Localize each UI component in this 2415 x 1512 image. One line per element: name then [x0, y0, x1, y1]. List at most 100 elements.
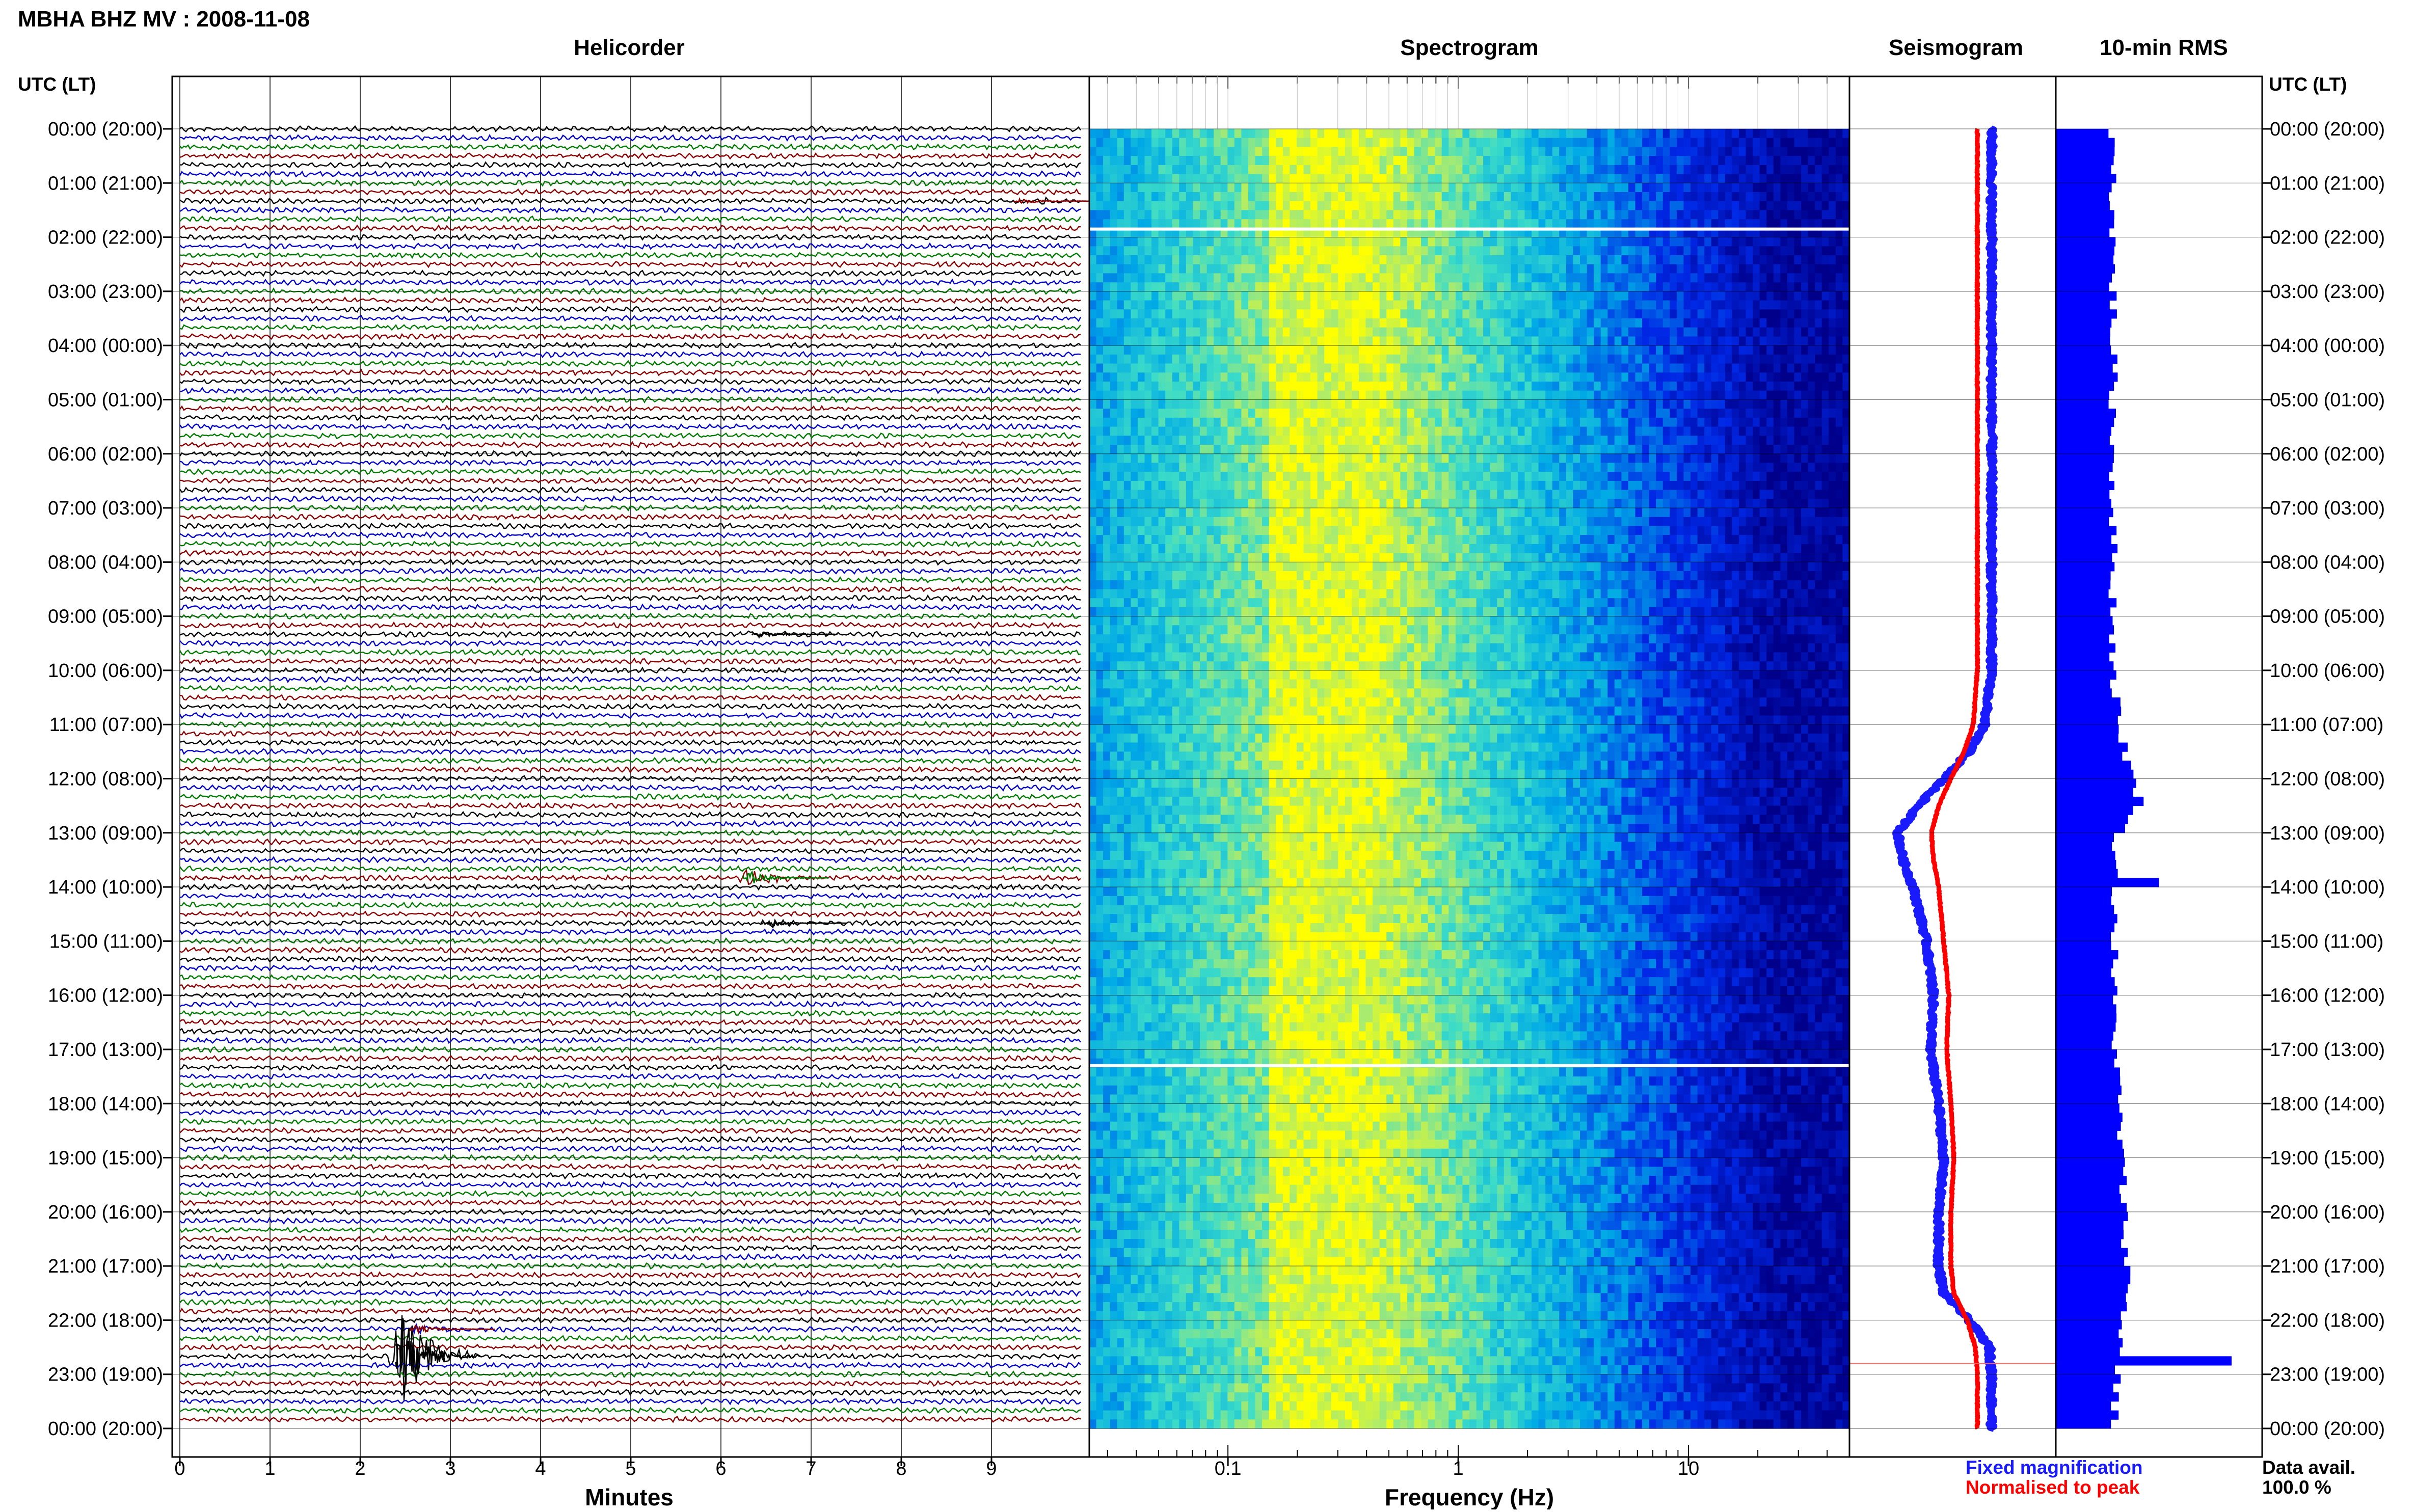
spectrogram-cell: [1241, 1329, 1248, 1338]
spectrogram-cell: [1227, 1032, 1235, 1041]
helicorder-trace: [180, 487, 1081, 493]
spectrogram-cell: [1200, 797, 1207, 806]
spectrogram-cell: [1110, 255, 1117, 264]
spectrogram-cell: [1200, 301, 1207, 310]
spectrogram-cell: [1283, 165, 1290, 174]
spectrogram-cell: [1304, 1167, 1311, 1176]
spectrogram-cell: [1117, 797, 1124, 806]
spectrogram-cell: [1200, 1113, 1207, 1122]
spectrogram-cell: [1227, 301, 1235, 310]
spectrogram-cell: [1214, 1130, 1221, 1140]
spectrogram-cell: [1151, 734, 1159, 743]
spectrogram-cell: [1179, 1113, 1186, 1122]
spectrogram-cell: [1255, 418, 1263, 427]
spectrogram-cell: [1283, 653, 1290, 662]
spectrogram-cell: [1276, 391, 1283, 400]
spectrogram-cell: [1172, 291, 1179, 301]
spectrogram-cell: [1241, 869, 1248, 878]
spectrogram-cell: [1138, 382, 1145, 391]
spectrogram-cell: [1151, 653, 1159, 662]
spectrogram-cell: [1221, 1004, 1228, 1013]
spectrogram-cell: [1304, 1221, 1311, 1230]
spectrogram-cell: [1214, 1320, 1221, 1329]
spectrogram-cell: [1283, 697, 1290, 707]
spectrogram-cell: [1227, 743, 1235, 752]
spectrogram-cell: [1110, 391, 1117, 400]
spectrogram-cell: [1159, 932, 1166, 941]
spectrogram-cell: [1138, 183, 1145, 192]
spectrogram-cell: [1117, 1374, 1124, 1384]
spectrogram-cell: [1165, 815, 1172, 824]
spectrogram-cell: [1304, 1122, 1311, 1131]
spectrogram-cell: [1290, 1176, 1297, 1185]
spectrogram-cell: [1310, 1257, 1318, 1266]
spectrogram-cell: [1110, 986, 1117, 995]
spectrogram-cell: [1262, 1103, 1269, 1113]
spectrogram-cell: [1248, 580, 1255, 589]
spectrogram-cell: [1179, 309, 1186, 318]
spectrogram-cell: [1248, 1266, 1255, 1275]
spectrogram-cell: [1124, 508, 1131, 517]
spectrogram-cell: [1276, 472, 1283, 481]
spectrogram-cell: [1290, 391, 1297, 400]
spectrogram-cell: [1200, 896, 1207, 905]
spectrogram-cell: [1310, 779, 1318, 788]
spectrogram-cell: [1124, 788, 1131, 797]
spectrogram-cell: [1304, 309, 1311, 318]
spectrogram-cell: [1138, 454, 1145, 463]
spectrogram-cell: [1283, 797, 1290, 806]
spectrogram-cell: [1103, 1103, 1110, 1113]
spectrogram-cell: [1165, 1329, 1172, 1338]
helicorder-trace: [180, 623, 1081, 628]
spectrogram-cell: [1235, 219, 1242, 228]
spectrogram-cell: [1138, 309, 1145, 318]
spectrogram-cell: [1227, 382, 1235, 391]
spectrogram-cell: [1207, 751, 1214, 761]
spectrogram-cell: [1172, 1203, 1179, 1212]
spectrogram-cell: [1186, 273, 1193, 282]
spectrogram-cell: [1255, 914, 1263, 923]
spectrogram-cell: [1241, 1419, 1248, 1428]
spectrogram-cell: [1276, 526, 1283, 535]
spectrogram-cell: [1304, 1049, 1311, 1059]
spectrogram-cell: [1207, 454, 1214, 463]
spectrogram-cell: [1151, 183, 1159, 192]
spectrogram-cell: [1089, 219, 1096, 228]
spectrogram-cell: [1179, 301, 1186, 310]
spectrogram-cell: [1131, 968, 1138, 978]
spectrogram-cell: [1310, 147, 1318, 156]
spectrogram-cell: [1124, 670, 1131, 680]
spectrogram-cell: [1262, 1284, 1269, 1293]
spectrogram-cell: [1159, 1013, 1166, 1022]
spectrogram-cell: [1248, 724, 1255, 734]
spectrogram-cell: [1110, 1239, 1117, 1248]
spectrogram-cell: [1165, 156, 1172, 165]
spectrogram-cell: [1304, 264, 1311, 274]
spectrogram-cell: [1227, 463, 1235, 472]
spectrogram-cell: [1159, 1302, 1166, 1311]
spectrogram-cell: [1221, 634, 1228, 643]
spectrogram-cell: [1241, 409, 1248, 418]
spectrogram-cell: [1269, 923, 1276, 932]
spectrogram-cell: [1124, 490, 1131, 499]
spectrogram-cell: [1165, 1401, 1172, 1411]
spectrogram-cell: [1089, 201, 1096, 210]
spectrogram-cell: [1283, 129, 1290, 138]
spectrogram-cell: [1248, 1320, 1255, 1329]
spectrogram-cell: [1221, 1356, 1228, 1365]
spectrogram-cell: [1255, 165, 1263, 174]
spectrogram-cell: [1110, 688, 1117, 697]
spectrogram-cell: [1138, 210, 1145, 219]
spectrogram-cell: [1124, 1221, 1131, 1230]
spectrogram-cell: [1304, 192, 1311, 201]
spectrogram-cell: [1290, 688, 1297, 697]
spectrogram-cell: [1310, 707, 1318, 716]
spectrogram-cell: [1089, 409, 1096, 418]
spectrogram-cell: [1262, 463, 1269, 472]
spectrogram-cell: [1276, 788, 1283, 797]
spectrogram-cell: [1117, 643, 1124, 653]
spectrogram-cell: [1290, 743, 1297, 752]
spectrogram-cell: [1151, 1302, 1159, 1311]
spectrogram-cell: [1179, 607, 1186, 616]
spectrogram-cell: [1096, 580, 1104, 589]
